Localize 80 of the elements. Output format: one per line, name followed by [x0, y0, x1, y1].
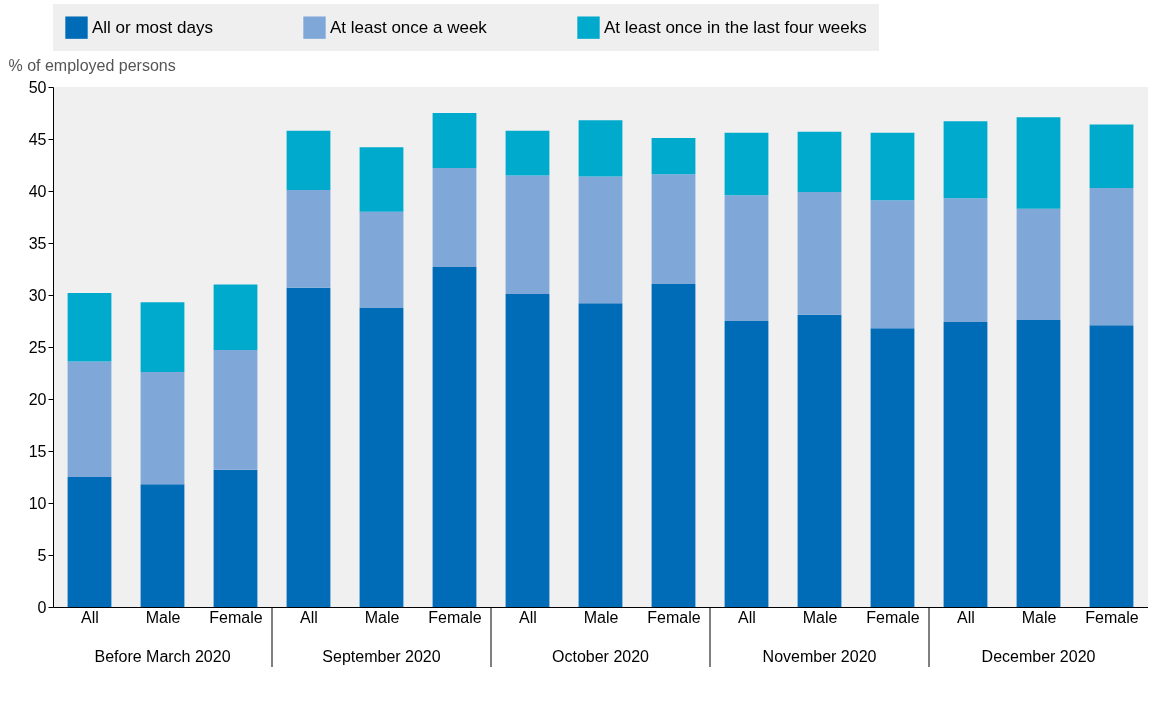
x-tick-label: Female — [1085, 608, 1139, 626]
bar — [505, 130, 550, 176]
bar — [1016, 208, 1061, 320]
x-tick-label: Female — [647, 608, 701, 626]
bar — [505, 175, 550, 294]
bar — [359, 211, 404, 308]
bar — [213, 350, 258, 470]
y-tick-label: 5 — [37, 546, 47, 564]
bar — [578, 303, 623, 607]
text: October 2020 — [552, 648, 650, 665]
bar — [359, 147, 404, 212]
text: December 2020 — [981, 648, 1096, 665]
bar — [651, 283, 696, 607]
x-tick-label: Male — [364, 608, 400, 626]
bar — [1016, 117, 1061, 209]
text: Before March 2020 — [94, 648, 231, 665]
bar — [140, 302, 185, 372]
text: September 2020 — [322, 648, 441, 665]
x-tick-label: All — [300, 608, 318, 626]
bar — [286, 130, 331, 190]
y-tick-label: 35 — [28, 234, 47, 252]
bar — [432, 113, 477, 169]
x-tick-label: Female — [428, 608, 482, 626]
y-tick-label: 20 — [28, 390, 47, 408]
x-tick-label: Male — [145, 608, 181, 626]
x-tick-label: All — [81, 608, 99, 626]
bar — [213, 469, 258, 607]
legend-label: At least once in the last four weeks — [604, 17, 867, 37]
bar — [578, 176, 623, 304]
bar — [943, 121, 988, 199]
text: November 2020 — [762, 648, 877, 665]
y-tick-label: 10 — [28, 494, 47, 512]
bar — [870, 200, 915, 329]
x-tick-label: Male — [802, 608, 838, 626]
bar — [432, 266, 477, 607]
bar — [67, 477, 112, 607]
x-tick-label: All — [519, 608, 537, 626]
bar — [505, 293, 550, 607]
x-tick-label: Female — [209, 608, 263, 626]
x-tick-label: All — [957, 608, 975, 626]
bar — [140, 371, 185, 485]
x-tick-label: Male — [583, 608, 619, 626]
y-tick-label: 15 — [28, 442, 47, 460]
bar — [359, 307, 404, 607]
y-axis-title: % of employed persons — [8, 56, 176, 74]
bar — [432, 168, 477, 267]
bar — [651, 174, 696, 284]
x-tick-label: All — [738, 608, 756, 626]
y-tick-label: 0 — [37, 598, 47, 616]
bar — [724, 132, 769, 196]
bar — [1089, 124, 1134, 188]
bar — [943, 322, 988, 607]
y-tick-label: 40 — [28, 182, 47, 200]
legend-label: At least once a week — [330, 17, 488, 37]
bar — [578, 120, 623, 177]
x-tick-label: Female — [866, 608, 920, 626]
bar — [870, 132, 915, 201]
y-tick-label: 50 — [28, 78, 47, 96]
bar — [797, 192, 842, 315]
legend-label: All or most days — [92, 17, 213, 37]
bar — [213, 284, 258, 351]
y-tick-label: 45 — [28, 130, 47, 148]
bar — [870, 328, 915, 607]
bar — [67, 361, 112, 477]
bar — [1089, 187, 1134, 326]
bar — [724, 321, 769, 607]
bar — [724, 195, 769, 321]
bar — [651, 137, 696, 175]
y-tick-label: 30 — [28, 286, 47, 304]
bar — [1016, 319, 1061, 607]
x-tick-label: Male — [1021, 608, 1057, 626]
bar — [797, 314, 842, 607]
bar — [943, 198, 988, 323]
bar — [286, 189, 331, 288]
y-tick-label: 25 — [28, 338, 47, 356]
bar — [797, 131, 842, 193]
bar — [1089, 325, 1134, 607]
bar — [140, 484, 185, 607]
bar — [67, 292, 112, 362]
bar — [286, 287, 331, 607]
